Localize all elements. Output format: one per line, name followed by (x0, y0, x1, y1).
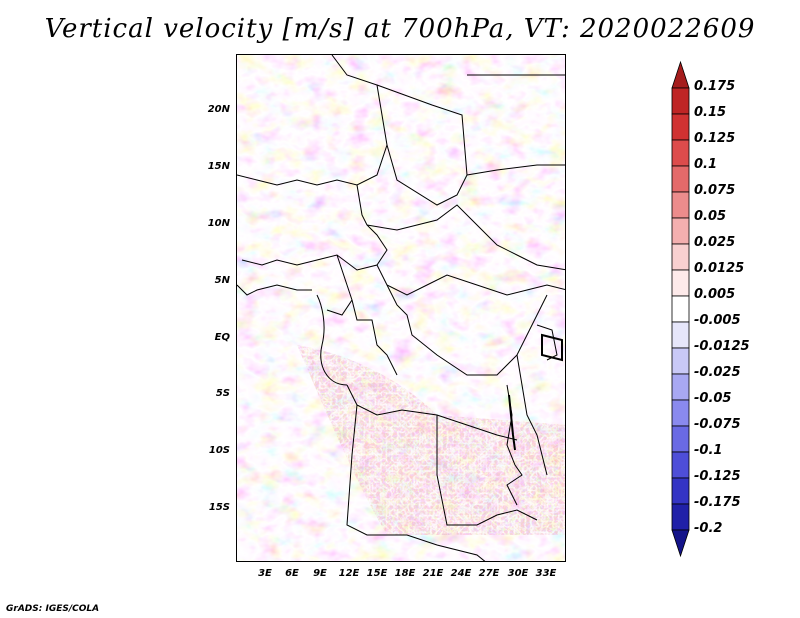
lon-label: 3E (258, 568, 272, 579)
colorbar-box (671, 425, 690, 453)
colorbar-tick-label: 0.025 (694, 235, 736, 250)
colorbar-tick-label: 0.05 (694, 209, 727, 224)
colorbar-box (671, 269, 690, 297)
colorbar-box (671, 191, 690, 219)
colorbar-box (671, 477, 690, 505)
colorbar-tick-label: -0.1 (694, 443, 723, 458)
colorbar-tick-label: 0.1 (694, 157, 718, 172)
lon-label: 27E (478, 568, 500, 579)
grads-credit: GrADS: IGES/COLA (6, 604, 100, 614)
lon-label: 6E (285, 568, 299, 579)
colorbar-boxes (671, 60, 690, 558)
colorbar-tick-label: 0.075 (694, 183, 736, 198)
lon-label: 15E (366, 568, 388, 579)
colorbar-tick-label: -0.05 (694, 391, 732, 406)
lon-label: 21E (422, 568, 444, 579)
colorbar-tick-label: -0.0125 (694, 339, 750, 354)
lat-label: EQ (214, 332, 230, 343)
colorbar-box (671, 139, 690, 167)
colorbar-box (671, 295, 690, 323)
colorbar-tick-label: -0.075 (694, 417, 741, 432)
lat-label: 10S (208, 445, 230, 456)
colorbar-box (671, 60, 690, 89)
lat-label: 15S (208, 502, 230, 513)
colorbar-box (671, 347, 690, 375)
colorbar-box (671, 165, 690, 193)
lon-label: 24E (450, 568, 472, 579)
colorbar-tick-label: 0.175 (694, 79, 736, 94)
colorbar-box (671, 87, 690, 115)
lat-label: 15N (207, 161, 230, 172)
lat-label: 10N (207, 218, 230, 229)
map-panel (236, 54, 566, 562)
colorbar-box (671, 217, 690, 245)
colorbar-tick-label: 0.0125 (694, 261, 745, 276)
colorbar-box (671, 321, 690, 349)
colorbar-tick-label: 0.15 (694, 105, 727, 120)
map-field (237, 55, 565, 561)
lat-label: 5N (214, 275, 230, 286)
colorbar-box (671, 503, 690, 531)
colorbar-tick-label: -0.005 (694, 313, 741, 328)
lat-label: 20N (207, 104, 230, 115)
lat-label: 5S (215, 388, 230, 399)
colorbar-box (671, 399, 690, 427)
colorbar-box (671, 373, 690, 401)
lon-label: 18E (394, 568, 416, 579)
lon-label: 33E (535, 568, 557, 579)
colorbar-tick-label: 0.125 (694, 131, 736, 146)
colorbar-tick-label: -0.2 (694, 521, 723, 536)
map-title: Vertical velocity [m/s] at 700hPa, VT: 2… (44, 14, 756, 44)
country-borders (237, 55, 565, 561)
colorbar-tick-label: -0.125 (694, 469, 741, 484)
lake-outlines (508, 333, 563, 451)
lon-label: 9E (313, 568, 327, 579)
colorbar-box (671, 113, 690, 141)
colorbar-box (671, 243, 690, 271)
colorbar-tick-label: 0.005 (694, 287, 736, 302)
colorbar-box (671, 451, 690, 479)
colorbar-tick-label: -0.025 (694, 365, 741, 380)
colorbar-box (671, 529, 690, 558)
lon-label: 30E (507, 568, 529, 579)
lon-label: 12E (338, 568, 360, 579)
colorbar-tick-label: -0.175 (694, 495, 741, 510)
